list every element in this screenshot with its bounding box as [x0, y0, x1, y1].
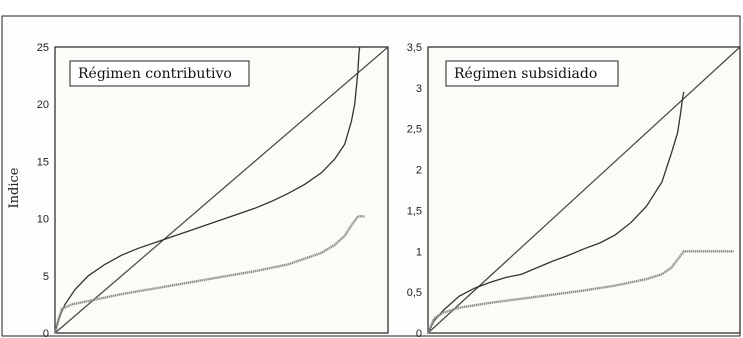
chart-panel-contributivo: 0 5 10 15 20 25 Indice Régimen contributivo: [7, 42, 389, 338]
y-axis-label: Indice: [7, 167, 22, 208]
equality-diagonal-line: [427, 46, 741, 334]
y-tick-label: 3,5: [407, 42, 422, 54]
panel-title-box-subsidiado: [445, 60, 619, 87]
series-line-light: [53, 215, 365, 334]
y-axis-contributivo: 0 5 10 15 20 25: [37, 42, 49, 338]
series-group-contributivo: [53, 46, 389, 334]
panel-title-box-contributivo: [69, 60, 250, 87]
y-tick-label: 0,5: [407, 287, 422, 299]
equality-diagonal-line: [54, 46, 389, 334]
y-tick-label: 1,5: [407, 205, 422, 217]
series-line-light: [426, 250, 734, 334]
series-line-dark: [427, 91, 685, 334]
panel-title-subsidiado: Régimen subsidiado: [454, 66, 597, 82]
y-tick-label: 10: [37, 214, 49, 226]
y-axis-subsidiado: 0 0,5 1 1,5 2 2,5 3 3,5: [407, 42, 422, 338]
y-tick-label: 1: [416, 246, 422, 258]
series-line-dark: [54, 46, 361, 334]
y-tick-label: 25: [37, 42, 49, 54]
y-tick-label: 5: [43, 271, 49, 283]
y-tick-label: 0: [416, 328, 422, 338]
chart-panel-subsidiado: 0 0,5 1 1,5 2 2,5 3 3,5 Régimen subsidiado: [407, 42, 741, 338]
y-tick-label: 15: [37, 156, 49, 168]
y-tick-label: 2,5: [407, 124, 422, 136]
y-tick-label: 0: [43, 328, 49, 338]
series-group-subsidiado: [426, 46, 741, 334]
panel-title-contributivo: Régimen contributivo: [78, 66, 232, 82]
y-tick-label: 20: [37, 99, 49, 111]
y-tick-label: 2: [416, 165, 422, 177]
y-tick-label: 3: [416, 83, 422, 95]
